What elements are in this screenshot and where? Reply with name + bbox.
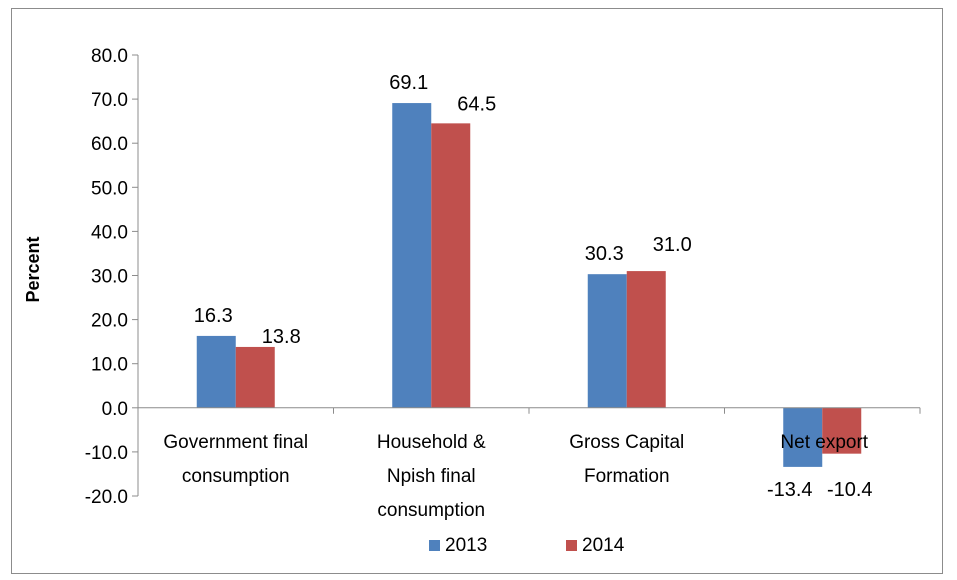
data-label-2013-0: 16.3 <box>194 305 233 327</box>
data-label-2013-2: 30.3 <box>585 243 624 265</box>
category-label: consumption <box>182 466 290 487</box>
legend-swatch-2014 <box>566 540 577 551</box>
data-label-2013-3: -13.4 <box>767 479 813 501</box>
category-label: Household & <box>377 432 486 453</box>
y-tick-label: -20.0 <box>85 487 128 508</box>
y-tick-label: 0.0 <box>102 399 128 420</box>
bar-2013-0 <box>196 335 236 408</box>
data-label-2014-1: 64.5 <box>457 93 496 115</box>
category-label: consumption <box>377 500 485 521</box>
bar-2013-3 <box>783 407 823 467</box>
category-label: Government final <box>163 432 308 453</box>
y-tick-label: 20.0 <box>91 311 128 332</box>
bar-2014-3 <box>822 407 862 454</box>
y-tick-label: 50.0 <box>91 178 128 199</box>
category-label: Formation <box>584 466 670 487</box>
category-label: Npish final <box>387 466 476 487</box>
y-tick-label: 40.0 <box>91 222 128 243</box>
y-axis-title: Percent <box>23 236 43 302</box>
bar-2013-2 <box>587 274 627 408</box>
y-tick-label: 10.0 <box>91 355 128 376</box>
bar-2014-0 <box>235 346 275 408</box>
y-tick-label: 70.0 <box>91 90 128 111</box>
category-label: Net export <box>780 432 868 453</box>
chart-frame <box>11 8 943 574</box>
category-label: Gross Capital <box>569 432 684 453</box>
legend-label-2014: 2014 <box>582 535 625 556</box>
legend-label-2013: 2013 <box>445 535 487 556</box>
legend-swatch-2013 <box>429 540 440 551</box>
data-label-2014-0: 13.8 <box>262 326 301 348</box>
data-label-2014-2: 31.0 <box>653 234 692 256</box>
y-tick-label: -10.0 <box>85 443 128 464</box>
y-tick-label: 80.0 <box>91 46 128 67</box>
data-label-2013-1: 69.1 <box>389 72 428 94</box>
y-tick-label: 60.0 <box>91 134 128 155</box>
data-label-2014-3: -10.4 <box>827 479 873 501</box>
y-tick-label: 30.0 <box>91 267 128 288</box>
bar-2014-1 <box>431 123 471 408</box>
bar-2014-2 <box>626 271 666 408</box>
bar-2013-1 <box>392 103 432 408</box>
